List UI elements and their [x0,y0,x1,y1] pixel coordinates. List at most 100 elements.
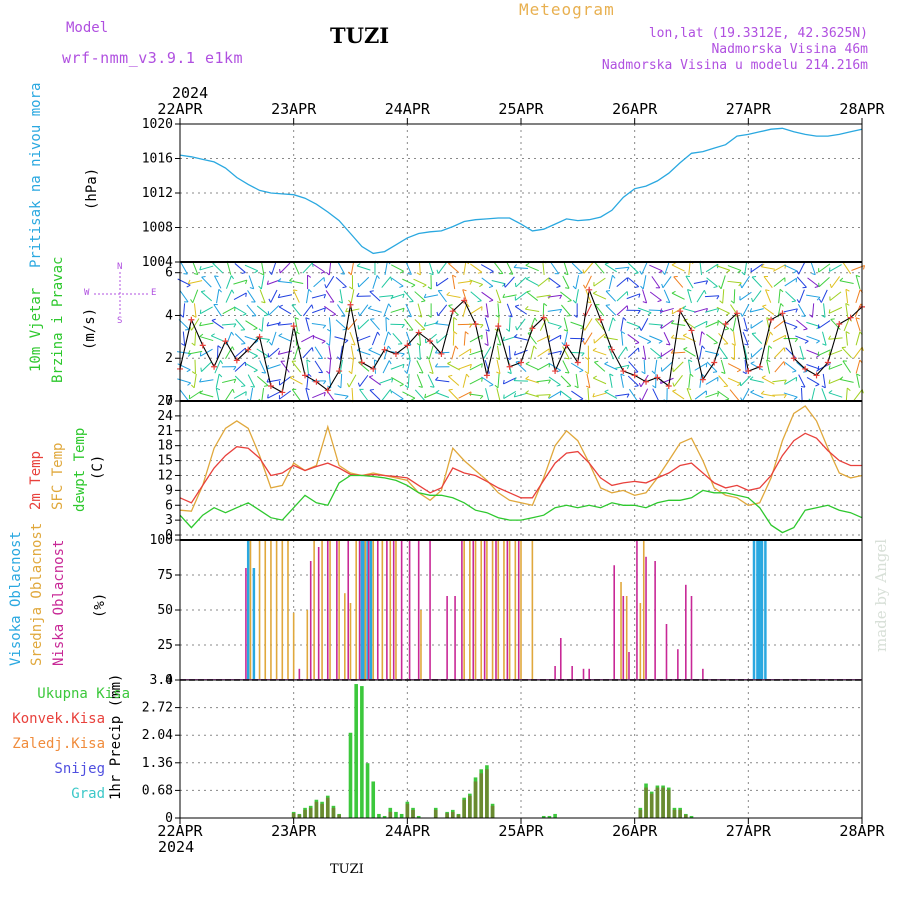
wind-barb-tick [305,387,310,391]
wind-barb [390,363,405,370]
legend-total-rain: Ukupna Kisa [37,686,130,702]
wind-barb-tick [399,383,404,387]
wind-barb [594,262,605,274]
wind-barb-tick [357,282,360,288]
wind-barb-tick [453,331,458,335]
wind-barb-tick [231,331,235,336]
y-tick-label: 2.72 [142,701,173,716]
wind-barb [594,333,606,344]
wind-barb-tick [423,293,427,298]
wind-barb [661,319,674,329]
y-tick-label: 2.04 [142,728,173,743]
wind-barb-tick [604,361,609,365]
y-tick-label: 0 [165,811,173,826]
wind-barb [369,318,380,331]
wind-barb [485,388,490,402]
wind-barb-tick [231,289,235,294]
wind-barb-tick [638,382,642,388]
wind-barb-tick [502,379,505,385]
x-tick-label-bottom: 27APR [726,822,772,840]
wind-barb [463,331,466,346]
wind-gust-marker [552,368,559,375]
precip-bar [405,803,410,818]
precip-bar [644,787,648,818]
wind-barb-tick [783,379,787,384]
wind-barb [584,318,593,331]
wind-gust-marker [779,310,786,317]
wind-barb [547,350,562,355]
wind-barb [537,277,550,287]
wind-barb [608,275,613,290]
precip-bar [411,809,415,818]
wind-barb-tick [485,329,490,332]
wind-barb-tick [278,304,283,308]
wind-gust-marker [665,383,672,390]
wind-barb-tick [180,343,185,346]
wind-barb-tick [739,381,742,386]
wind-barb-tick [348,370,353,375]
wind-barb-tick [199,309,202,314]
wind-barb [179,389,189,401]
wind-barb-tick [725,312,730,316]
wind-barb [716,265,730,271]
wind-barb-tick [524,306,529,310]
wind-barb-tick [634,272,639,275]
wind-barb [244,335,259,342]
wind-barb [437,304,448,317]
wind-barb-tick [513,393,517,398]
wind-barb [616,291,628,302]
wind-barb-tick [839,277,844,282]
wind-barb-tick [267,394,269,399]
wind-gust-marker [381,346,388,353]
wind-barb [194,331,197,346]
wind-barb-tick [411,397,416,401]
precip-bar [382,815,387,818]
y-tick-label: 3.4 [150,673,174,688]
wind-barb-tick [769,331,774,336]
wind-barb-tick [258,328,263,332]
wind-barb [652,388,660,402]
wind-barb [620,373,624,388]
wind-barb [427,374,435,388]
wind-barb [853,389,863,401]
wind-barb [212,262,224,274]
wind-barb [706,333,718,344]
wind-barb [727,265,742,271]
compass-s: S [117,316,123,326]
wind-barb [845,289,849,304]
wind-barb [527,332,537,345]
wind-barb-tick [513,264,517,268]
wind-barb [405,303,412,317]
wind-gust-marker [518,359,524,366]
wind-barb [293,261,300,275]
wind-barb-tick [402,308,405,313]
wind-barb [199,322,214,327]
wind-barb-tick [672,367,674,372]
wind-barb-tick [427,286,432,290]
wind-barb [390,264,404,272]
precip-bar [547,815,552,818]
wind-barb-tick [718,285,722,290]
wind-barb-tick [429,371,434,374]
wind-barb-tick [639,270,643,275]
wind-barb [271,261,277,275]
wind-barb [233,279,248,285]
wind-barb-tick [579,369,584,373]
wind-barb [641,261,648,275]
wind-barb [328,260,332,276]
wind-barb [649,264,663,272]
wind-barb-tick [191,342,196,346]
wind-barb [594,318,605,331]
wind-barb-tick [635,342,640,345]
wind-barb [506,303,513,318]
wind-barb-tick [278,333,283,337]
wind-barb-tick [705,280,709,285]
precip-bar [490,805,495,818]
wind-barb [305,317,310,332]
wind-barb-tick [387,345,392,350]
wind-barb [799,345,805,360]
wind-barb [356,349,371,356]
wind-barb-tick [593,290,597,294]
wind-barb [560,390,572,400]
